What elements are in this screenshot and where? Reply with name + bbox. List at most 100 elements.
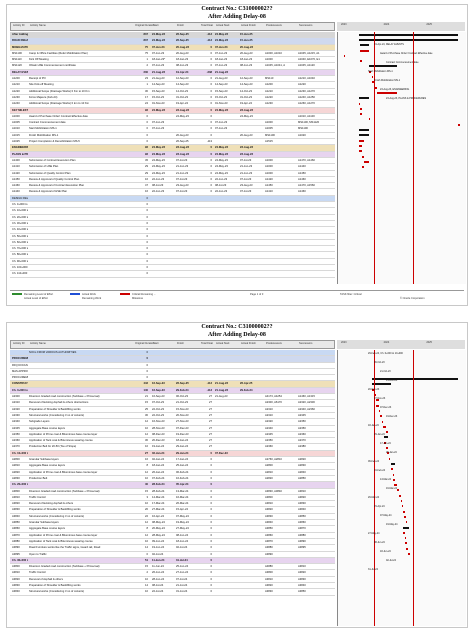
- activity-bar[interactable]: [408, 553, 410, 555]
- wbs-row[interactable]: Ch. 0+000 to 10+000 140 16-Sep-23 29-Feb-24…: [10, 387, 335, 395]
- table-row[interactable]: MS1110 Kick Off Meeting 1 18-Jan-23* 18-Jan-…: [10, 57, 335, 64]
- activity-bar[interactable]: [361, 166, 364, 169]
- activity-bar[interactable]: [400, 500, 403, 502]
- summary-bar[interactable]: [358, 97, 370, 100]
- activity-bar[interactable]: [371, 76, 374, 78]
- activity-bar[interactable]: [377, 91, 398, 94]
- summary-bar[interactable]: [360, 44, 369, 47]
- summary-bar[interactable]: [358, 134, 370, 137]
- activity-bar[interactable]: [343, 54, 346, 57]
- activity-bar[interactable]: [368, 70, 372, 73]
- summary-bar[interactable]: [403, 526, 410, 529]
- table-row[interactable]: MS1100 Camp & Office Facilities (Refer Mo…: [10, 51, 335, 58]
- table-row[interactable]: MAS APPROVAL 0: [10, 369, 335, 376]
- table-row[interactable]: A1460 Review & Approval of Contract Execu…: [10, 183, 335, 190]
- wbs-row[interactable]: ROAD REHABILITATION WORKS - MAZOE TO PAR…: [10, 38, 335, 45]
- activity-bar[interactable]: [363, 160, 370, 163]
- table-row[interactable]: A1440 Review & Approval of HSE Plan 16 22-J…: [10, 189, 335, 196]
- activity-bar[interactable]: [392, 473, 395, 476]
- table-row[interactable]: A2360 Application of Tack coat & Bitumino…: [10, 438, 335, 445]
- wbs-row[interactable]: MOBILIZATION7507-Jun-2320-Aug-23007-Jun-…: [10, 44, 335, 51]
- table-row[interactable]: Ch. 110+000 to 120+000 0: [10, 271, 335, 278]
- activity-bar[interactable]: [404, 515, 406, 518]
- table-row[interactable]: A3860 Aggregate Base course layers 8 20-May…: [10, 526, 335, 533]
- table-row[interactable]: A3820 Removal of Existing Asphalt & other…: [10, 501, 335, 508]
- table-row[interactable]: A1010 Start Mobilization MS-1 0 07-Jun-23 0 0…: [10, 126, 335, 133]
- table-row[interactable]: A1210 Site Kick-off Meeting 1 14-Sep-23 14-S…: [10, 82, 335, 89]
- summary-bar[interactable]: [368, 65, 398, 68]
- activity-bar[interactable]: [458, 123, 460, 126]
- table-row[interactable]: A1230 Force Majeure (Feb-24) 17 15-Oct-23 31…: [10, 95, 335, 102]
- activity-bar[interactable]: [403, 531, 405, 534]
- activity-bar[interactable]: [360, 60, 362, 63]
- table-row[interactable]: A2370 Production Belt for 20-50 (Toe of S…: [10, 444, 335, 451]
- summary-bar[interactable]: [358, 129, 370, 131]
- table-row[interactable]: A3820 Removal of Asphalt & others 10 28-Jun…: [10, 577, 335, 583]
- activity-bar[interactable]: [358, 102, 361, 105]
- table-row[interactable]: A1450 Review & Approval of Quality Contro…: [10, 177, 335, 184]
- table-row[interactable]: A2350 Application of Prime coat & Bitumin…: [10, 432, 335, 439]
- summary-bar[interactable]: [358, 33, 459, 36]
- table-row[interactable]: A3870 Application of Prime coat & Bitumin…: [10, 533, 335, 539]
- activity-bar[interactable]: [358, 144, 362, 147]
- table-row[interactable]: A2800 Granular Subbase layers 16 02-Jan-24 1…: [10, 457, 335, 464]
- activity-bar[interactable]: [378, 409, 381, 412]
- summary-bar[interactable]: [390, 462, 396, 465]
- activity-bar[interactable]: [360, 113, 362, 116]
- table-row[interactable]: A3880 Application of Tack coat & Bitumino…: [10, 539, 335, 546]
- table-row[interactable]: A3840 Structural works (Considering 3 no …: [10, 514, 335, 521]
- activity-bar[interactable]: [405, 521, 408, 524]
- table-row[interactable]: Ch. 20+000 to 30+000 0: [10, 215, 335, 221]
- table-row[interactable]: A2330 Structural works (Considering 3 no …: [10, 413, 335, 420]
- table-row[interactable]: A3890 Road Furniture works like the Traff…: [10, 545, 335, 552]
- table-row[interactable]: A3830 Preparation of Shoulder & Backfilli…: [10, 583, 335, 590]
- table-row[interactable]: A2830 Production Belt 10 07-Feb-24 16-Feb-24…: [10, 476, 335, 483]
- activity-bar[interactable]: [396, 489, 400, 492]
- table-row[interactable]: Ch. 50+000 to 60+000 0: [10, 234, 335, 240]
- table-row[interactable]: PROCUREMENT OF MATERIALS 0: [10, 375, 335, 382]
- activity-bar[interactable]: [375, 86, 378, 89]
- wbs-row[interactable]: CONSTRUCTION 442 16-Sep-23 26-Sep-25 -11321-…: [10, 381, 335, 388]
- wbs-row[interactable]: Ch. 10+000 to 20+000 27 02-Jan-24 29-Jan-24…: [10, 450, 335, 458]
- wbs-row[interactable]: DELAY EVENTS23021-Aug-2319-Apr-24-23821-…: [10, 69, 335, 77]
- summary-bar[interactable]: [371, 383, 392, 386]
- table-row[interactable]: A1220 Additional Scope (Drainage Works) 0…: [10, 89, 335, 95]
- wbs-row[interactable]: KEY MILESTONES9224-May-2323-Aug-23024-Ma…: [10, 107, 335, 114]
- activity-bar[interactable]: [374, 394, 376, 396]
- activity-bar[interactable]: [406, 547, 408, 550]
- activity-bar[interactable]: [390, 468, 393, 471]
- table-row[interactable]: A3840 Structural works (Considering 3 no …: [10, 589, 335, 596]
- table-row[interactable]: A2345 Aggregate Base course layers 10 28-No…: [10, 426, 335, 432]
- table-row[interactable]: MS1120 Obtain HSE Commencement certificat…: [10, 63, 335, 70]
- wbs-row[interactable]: Ch. 30+000 to 40+000 51 11-Jun-24 31-Jul-24…: [10, 557, 335, 565]
- table-row[interactable]: A2320 Preparation of Shoulder & Backfilli…: [10, 407, 335, 413]
- activity-bar[interactable]: [358, 150, 362, 153]
- activity-bar[interactable]: [388, 457, 391, 460]
- table-row[interactable]: Ch. 100+000 to 110+000 0: [10, 265, 335, 272]
- table-row[interactable]: Ch. 80+000 to 90+000 0: [10, 252, 335, 259]
- table-row[interactable]: Ch. 30+000 to 40+000 0: [10, 221, 335, 228]
- activity-bar[interactable]: [371, 81, 376, 84]
- table-row[interactable]: A3810 Traffic Control 3 14-Mar-24 16-Mar-24 0…: [10, 495, 335, 502]
- table-row[interactable]: A1025 Project Completion & Demobilization…: [10, 139, 335, 146]
- table-row[interactable]: A2310 Removal of Existing Asphalt & other…: [10, 400, 335, 407]
- table-row[interactable]: A2300 Diversion Graded road construction …: [10, 394, 335, 401]
- activity-bar[interactable]: [393, 478, 395, 481]
- table-row[interactable]: A3830 Preparation of Shoulder & Backfilli…: [10, 507, 335, 514]
- table-row[interactable]: A2810 Aggregate Base course layers 8 18-Jan…: [10, 463, 335, 470]
- summary-bar[interactable]: [358, 38, 459, 41]
- table-row[interactable]: Ch. 10+000 to 20+000 0: [10, 208, 335, 215]
- table-row[interactable]: A1200 Receipt of PO 23 21-Aug-23 12-Sep-23 0 2…: [10, 76, 335, 83]
- summary-bar[interactable]: [371, 378, 459, 381]
- wbs-row[interactable]: NOCs FROM VARIOUS AUTHORITIES 0: [10, 350, 335, 357]
- activity-bar[interactable]: [382, 425, 387, 428]
- activity-bar[interactable]: [386, 447, 388, 449]
- table-row[interactable]: A3800 Diversion Graded road construction …: [10, 564, 335, 571]
- activity-bar[interactable]: [381, 420, 384, 423]
- activity-bar[interactable]: [360, 49, 369, 52]
- activity-bar[interactable]: [384, 441, 387, 444]
- table-row[interactable]: RFQ DOCUMENTS 0: [10, 363, 335, 369]
- table-row[interactable]: A1420 Submission of Quality Control Plan 2…: [10, 171, 335, 177]
- table-row[interactable]: A1000 Award of Purchase Order/ Contract E…: [10, 114, 335, 121]
- activity-bar[interactable]: [401, 505, 404, 508]
